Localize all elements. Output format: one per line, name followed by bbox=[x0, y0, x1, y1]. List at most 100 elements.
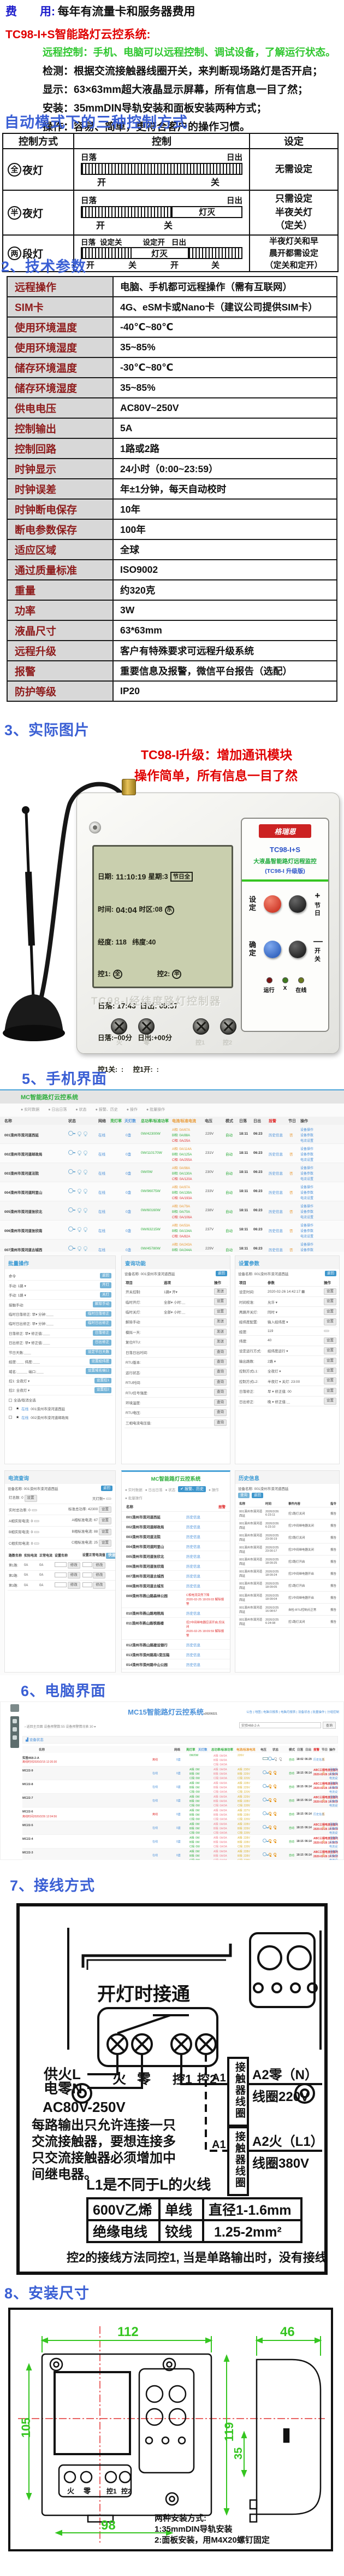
history-link[interactable]: 历史信息 bbox=[186, 1574, 200, 1579]
op-device[interactable]: 设备操作 bbox=[329, 1795, 338, 1799]
op-params[interactable]: 设备参数 bbox=[329, 1786, 338, 1789]
history-link[interactable]: 历史信息 bbox=[269, 1210, 283, 1214]
set-button[interactable] bbox=[264, 895, 282, 913]
op-device[interactable]: 设备操作 bbox=[329, 1836, 338, 1840]
query-action-button[interactable]: 查询 bbox=[214, 1419, 227, 1427]
batch-button[interactable]: 解除手动 bbox=[93, 1301, 111, 1307]
history-link[interactable]: 历史信息 bbox=[186, 1515, 200, 1519]
query-action-button[interactable]: 查询 bbox=[214, 1399, 227, 1406]
op-params[interactable]: 设备参数 bbox=[300, 1172, 314, 1176]
minus-switch-button[interactable] bbox=[288, 941, 306, 959]
param-set-button[interactable]: 设置 bbox=[324, 1298, 336, 1305]
op-device[interactable]: 设备操作 bbox=[300, 1148, 314, 1151]
op-device[interactable]: 设备操作 bbox=[300, 1186, 314, 1189]
alarm-history-tab[interactable]: ✔ 报警、历史 bbox=[178, 1486, 206, 1493]
batch-button[interactable]: 设置域名端口 bbox=[86, 1368, 111, 1374]
device-name[interactable]: 003滦州市滦河道法院 bbox=[4, 1172, 39, 1176]
batch-button[interactable]: 日出修正 bbox=[93, 1340, 111, 1346]
query-action-button[interactable]: 设置 bbox=[214, 1298, 227, 1305]
op-current[interactable]: 电流设置 bbox=[300, 1140, 314, 1143]
device-name[interactable]: 004滦州市滦河道阿里山 bbox=[4, 1191, 43, 1195]
pc-top-links[interactable]: 公告 | 地图 | 电脑日报表 | 电脑月报表 | 设备状态 | 批量操作 | … bbox=[246, 1711, 339, 1714]
query-action-button[interactable]: 设置 bbox=[214, 1308, 227, 1316]
history-link[interactable]: 历史信息 bbox=[186, 1525, 200, 1529]
device-name[interactable]: 006滦州市滦河道张欣南 bbox=[4, 1229, 43, 1233]
batch-button[interactable]: 日落修正 bbox=[93, 1330, 111, 1336]
op-params[interactable]: 设备参数 bbox=[329, 1773, 338, 1776]
pc-search-input[interactable] bbox=[239, 1722, 321, 1728]
pc-device-name[interactable]: MC22-3 bbox=[22, 1851, 33, 1855]
param-set-button[interactable]: 设置 bbox=[324, 1288, 336, 1295]
hist-query-button[interactable]: 查询 bbox=[238, 1493, 250, 1499]
op-device[interactable]: 设备操作 bbox=[300, 1243, 314, 1247]
op-current[interactable]: 电流设置 bbox=[300, 1178, 314, 1181]
op-params[interactable]: 设备参数 bbox=[300, 1153, 314, 1157]
history-link[interactable]: 历史信息 bbox=[186, 1545, 200, 1549]
op-device[interactable]: 设备操作 bbox=[329, 1782, 338, 1785]
param-set-button[interactable]: 设置 bbox=[324, 1357, 336, 1364]
batch-button[interactable]: 设置经纬度 bbox=[89, 1358, 111, 1365]
op-device[interactable]: 设备操作 bbox=[300, 1205, 314, 1208]
history-link[interactable]: 历史信息 bbox=[186, 1663, 200, 1667]
param-set-button[interactable]: 设置 bbox=[324, 1368, 336, 1375]
query-action-button[interactable]: 查询 bbox=[214, 1369, 227, 1376]
pc-device-name[interactable]: MC22-9 bbox=[22, 1769, 33, 1773]
history-link[interactable]: 历史信息 bbox=[186, 1584, 200, 1588]
pc-device-name[interactable]: MC22-8 bbox=[22, 1783, 33, 1786]
op-params[interactable]: 设备参数 bbox=[300, 1211, 314, 1214]
batch-button[interactable]: 返回 bbox=[100, 1273, 111, 1279]
op-current[interactable]: 电流设置 bbox=[300, 1159, 314, 1162]
query-action-button[interactable]: 发送 bbox=[214, 1328, 227, 1336]
history-link[interactable]: 历史信息 bbox=[186, 1535, 200, 1539]
param-set-button[interactable] bbox=[324, 1330, 329, 1333]
op-params[interactable]: 设备参数 bbox=[329, 1855, 338, 1858]
query-action-button[interactable]: 发送 bbox=[214, 1339, 227, 1346]
op-params[interactable]: 设备参数 bbox=[300, 1134, 314, 1137]
op-device[interactable]: 设备操作 bbox=[329, 1823, 338, 1826]
op-current[interactable]: 电流设置 bbox=[300, 1216, 314, 1219]
op-params[interactable]: 设备参数 bbox=[329, 1841, 338, 1844]
quick-set-button[interactable]: 快速设置 bbox=[106, 1553, 115, 1559]
pc-sidebar[interactable] bbox=[10, 1716, 19, 1748]
history-link[interactable]: 历史信息 bbox=[269, 1229, 283, 1233]
op-current[interactable]: 电流设置 bbox=[329, 1832, 338, 1835]
op-device[interactable]: 设备操作 bbox=[300, 1129, 314, 1132]
batch-button[interactable]: 设置控2 bbox=[94, 1387, 111, 1393]
op-current[interactable]: 电流设置 bbox=[329, 1804, 338, 1808]
batch-button[interactable]: 开灯 bbox=[100, 1282, 111, 1288]
plus-festival-button[interactable] bbox=[288, 895, 306, 913]
history-link[interactable]: 历史信息 bbox=[269, 1172, 283, 1176]
mobile-nav-item[interactable]: ● 操作 bbox=[126, 1108, 138, 1112]
device-name[interactable]: 005滦州市滦河道张欣北 bbox=[4, 1210, 43, 1214]
op-device[interactable]: 设备操作 bbox=[329, 1768, 338, 1771]
param-set-button[interactable]: 设置 bbox=[324, 1318, 336, 1325]
back-button[interactable]: 返回 bbox=[325, 1271, 336, 1277]
pc-history-link[interactable]: 历史信息 bbox=[313, 1813, 325, 1816]
op-params[interactable]: 设备参数 bbox=[329, 1827, 338, 1830]
query-action-button[interactable]: 查询 bbox=[214, 1389, 227, 1396]
device-name[interactable]: 007滦州市滦河道古城西 bbox=[4, 1248, 43, 1252]
mobile-nav-item[interactable]: ● 报警、历史 bbox=[95, 1108, 118, 1112]
query-action-button[interactable]: 发送 bbox=[214, 1288, 227, 1295]
history-link[interactable]: 历史信息 bbox=[186, 1554, 200, 1559]
query-action-button[interactable]: 查询 bbox=[214, 1409, 227, 1416]
op-current[interactable]: 电流设置 bbox=[300, 1197, 314, 1200]
batch-button[interactable]: 临时日出修正 bbox=[86, 1321, 111, 1327]
op-current[interactable]: 电流设置 bbox=[329, 1858, 338, 1860]
query-action-button[interactable]: 查询 bbox=[214, 1378, 227, 1386]
history-link[interactable]: 历史信息 bbox=[186, 1611, 200, 1616]
param-set-button[interactable]: 设置 bbox=[324, 1398, 336, 1405]
mobile-nav-item[interactable]: ● 日出日落 bbox=[48, 1108, 67, 1112]
pc-history-link[interactable]: 历史信息 bbox=[313, 1758, 325, 1762]
param-set-button[interactable]: 设置 bbox=[324, 1337, 336, 1345]
batch-device-row[interactable]: ★ 在线 002滦州市滦河道邮政局 bbox=[8, 1413, 112, 1422]
mobile-nav-item[interactable]: ● 状态 bbox=[75, 1108, 87, 1112]
mobile-nav-item[interactable]: ● 实时数据 bbox=[21, 1108, 40, 1112]
param-set-button[interactable]: 设置 bbox=[324, 1387, 336, 1395]
history-link[interactable]: 历史信息 bbox=[186, 1564, 200, 1569]
history-link[interactable]: 历史信息 bbox=[186, 1653, 200, 1657]
op-params[interactable]: 设备参数 bbox=[300, 1249, 314, 1252]
device-name[interactable]: 001滦州市滦河道西延 bbox=[4, 1134, 39, 1137]
pc-device-name[interactable]: MC22-5 bbox=[22, 1824, 33, 1827]
pc-device-name[interactable]: MC22-4 bbox=[22, 1838, 33, 1841]
